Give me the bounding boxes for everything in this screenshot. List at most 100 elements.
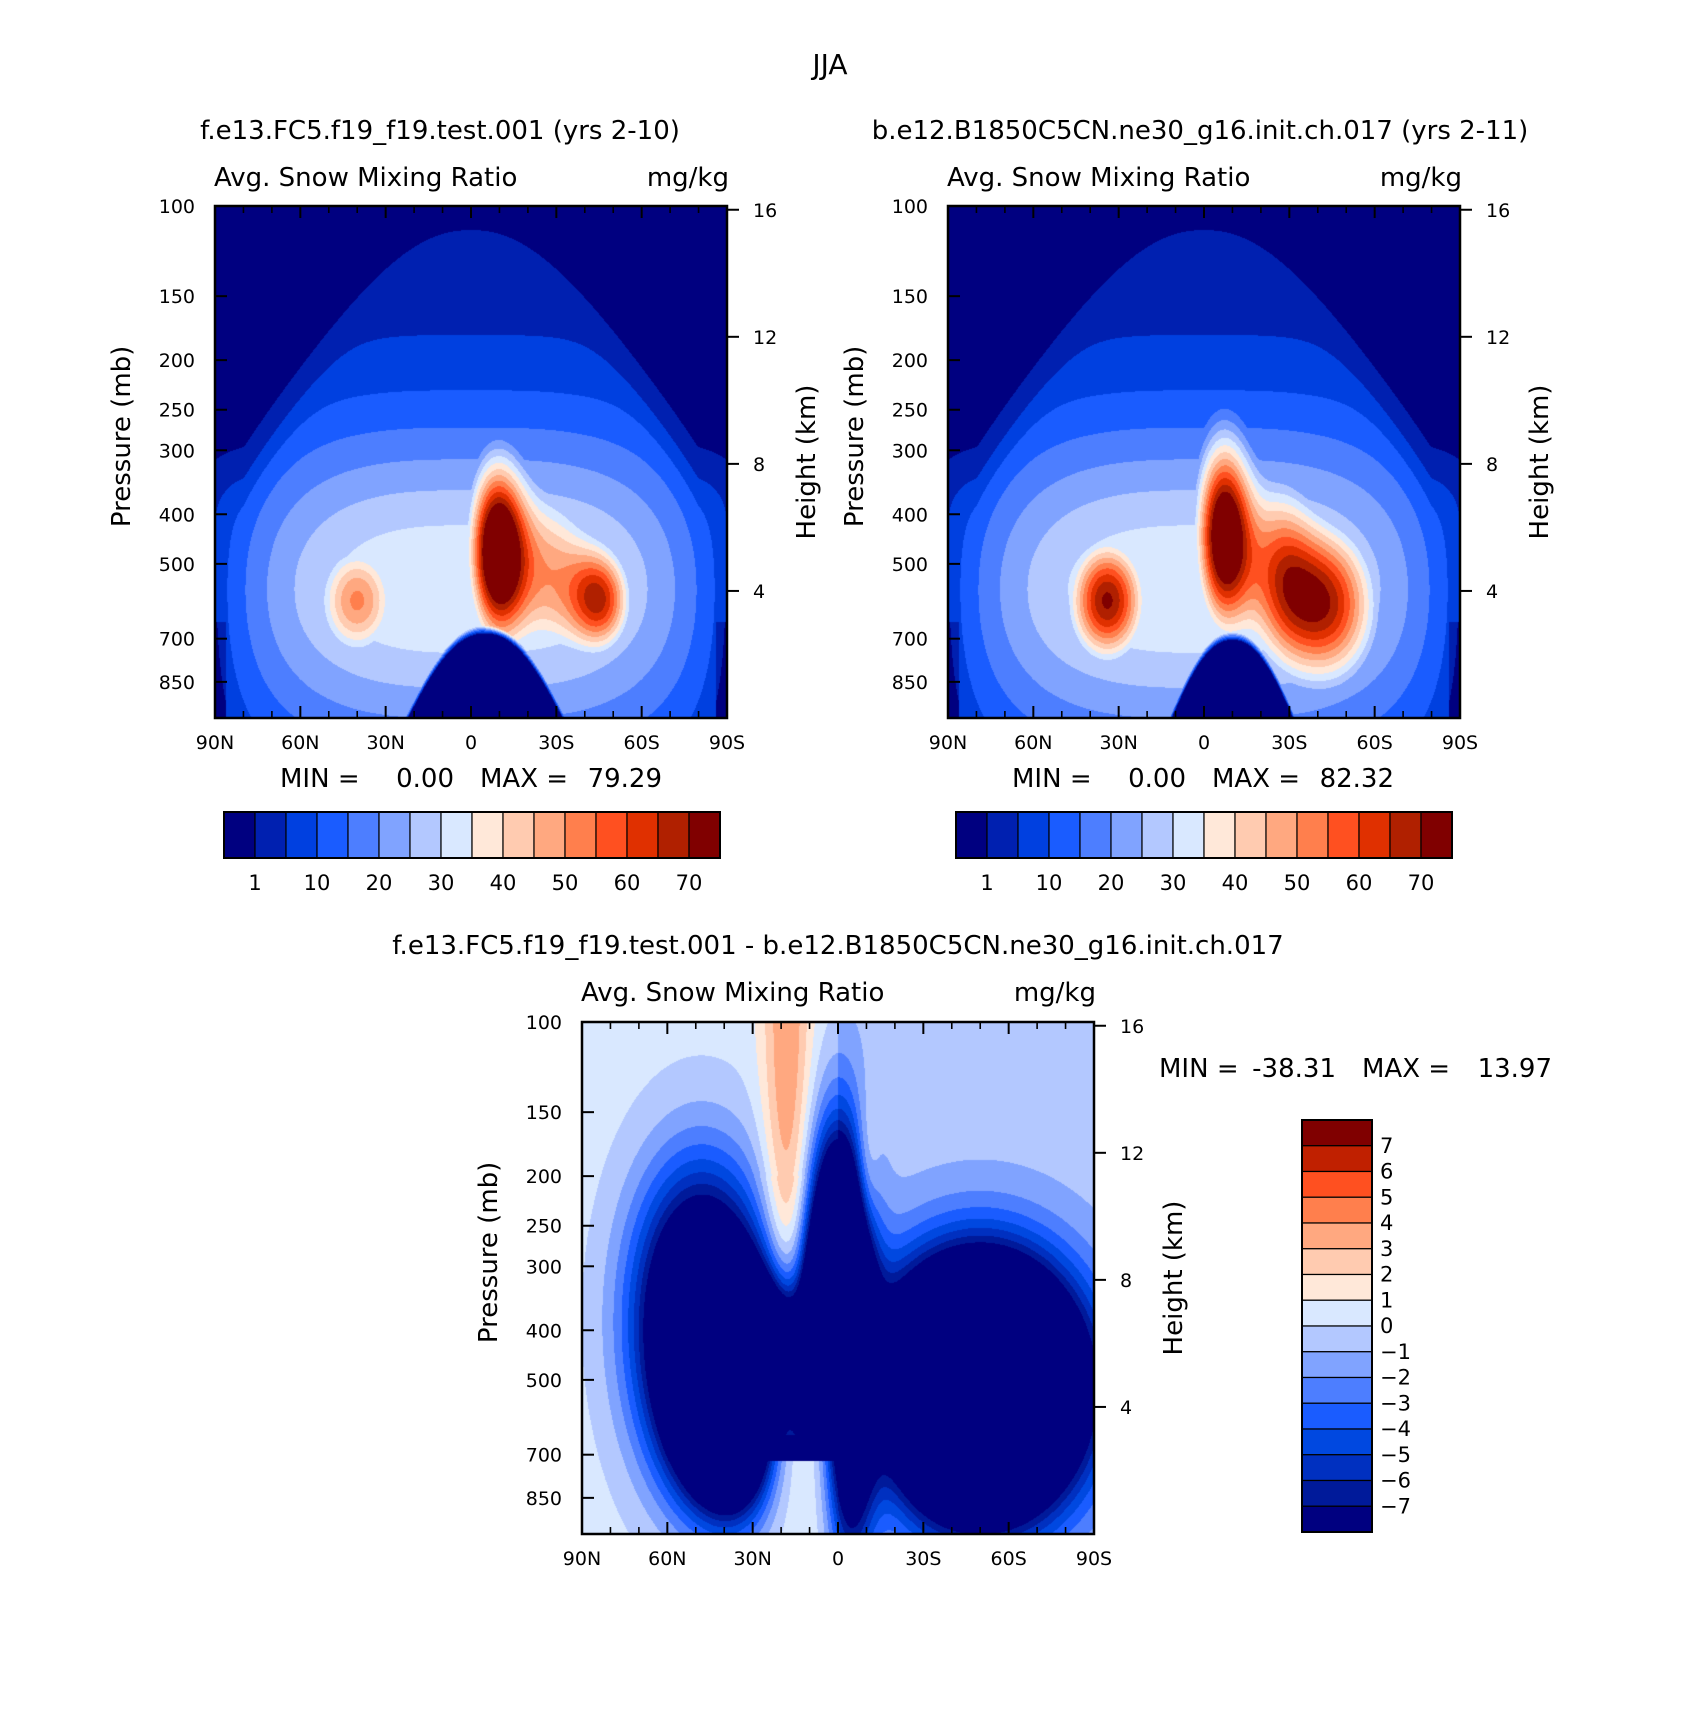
colorbar-swatch — [1301, 1479, 1373, 1507]
colorbar-swatch — [1301, 1299, 1373, 1327]
colorbar-label: 40 — [1222, 871, 1249, 895]
pressure-tick-label: 400 — [159, 504, 195, 526]
colorbar-swatch — [1301, 1222, 1373, 1250]
colorbar-swatch — [1079, 811, 1112, 859]
colorbar-label: 10 — [304, 871, 331, 895]
height-tick-label: 4 — [1486, 581, 1498, 603]
x-tick-label: 90S — [1076, 1548, 1112, 1570]
panel-3-max-value: 13.97 — [1478, 1054, 1552, 1084]
x-tick-label: 60S — [624, 732, 660, 754]
colorbar-swatch — [440, 811, 473, 859]
height-tick-label: 12 — [1120, 1143, 1144, 1165]
panel-1-max-label: MAX = — [480, 764, 568, 794]
pressure-tick-label: 300 — [526, 1256, 562, 1278]
colorbar-label: 6 — [1380, 1160, 1393, 1184]
colorbar-swatch — [1203, 811, 1236, 859]
x-tick-label: 90N — [196, 732, 234, 754]
panel-1-case-title: f.e13.FC5.f19_f19.test.001 (yrs 2-10) — [200, 116, 680, 146]
x-tick-label: 30S — [905, 1548, 941, 1570]
colorbar-swatch — [986, 811, 1019, 859]
x-tick-label: 60N — [648, 1548, 686, 1570]
x-tick-label: 0 — [465, 732, 477, 754]
height-tick-label: 12 — [753, 327, 777, 349]
pressure-tick-label: 300 — [159, 440, 195, 462]
x-tick-label: 30N — [1099, 732, 1137, 754]
colorbar-label: 4 — [1380, 1211, 1393, 1235]
pressure-tick-label: 200 — [526, 1166, 562, 1188]
pressure-tick-label: 200 — [159, 350, 195, 372]
panel-3-case-title: f.e13.FC5.f19_f19.test.001 - b.e12.B1850… — [392, 931, 1283, 961]
height-tick-label: 8 — [753, 454, 765, 476]
colorbar-label: −2 — [1380, 1366, 1411, 1390]
x-tick-label: 60N — [281, 732, 319, 754]
colorbar-swatch — [1301, 1248, 1373, 1276]
colorbar-swatch — [316, 811, 349, 859]
colorbar-swatch — [595, 811, 628, 859]
colorbar-label: 1 — [1380, 1288, 1393, 1312]
height-tick-label: 16 — [1486, 200, 1510, 222]
panel-3: f.e13.FC5.f19_f19.test.001 - b.e12.B1850… — [392, 931, 1552, 1570]
panel-1-colorbar: 1 10 20 30 40 50 60 70 — [223, 811, 721, 895]
colorbar-swatch — [626, 811, 659, 859]
colorbar-swatch — [688, 811, 721, 859]
y2-axis-label: Height (km) — [1525, 385, 1555, 540]
x-tick-label: 90S — [1442, 732, 1478, 754]
colorbar-swatch — [502, 811, 535, 859]
y-axis-label: Pressure (mb) — [474, 1162, 504, 1343]
colorbar-swatch — [657, 811, 690, 859]
height-tick-label: 12 — [1486, 327, 1510, 349]
pressure-tick-label: 850 — [892, 672, 928, 694]
panel-1-variable-label: Avg. Snow Mixing Ratio — [214, 163, 517, 193]
panel-1-axes: 90N 60N 30N 0 30S 60S 90S 100 150 200 250 300 400 500… — [107, 196, 822, 754]
colorbar-label: −1 — [1380, 1340, 1411, 1364]
panel-3-plot-area — [582, 1022, 1094, 1534]
panel-2-axes: 90N 60N 30N 0 30S 60S 90S 100 150 200 250 300 400 500… — [840, 196, 1555, 754]
colorbar-frame — [1301, 1119, 1373, 1533]
x-tick-label: 30N — [366, 732, 404, 754]
colorbar-swatch — [1389, 811, 1422, 859]
height-tick-label: 4 — [753, 581, 765, 603]
colorbar-swatch — [1327, 811, 1360, 859]
pressure-tick-label: 500 — [892, 554, 928, 576]
colorbar-swatch — [1048, 811, 1081, 859]
panel-3-axes: 90N 60N 30N 0 30S 60S 90S 100 150 200 250 300 400 500… — [474, 1012, 1189, 1570]
colorbar-label: 1 — [248, 871, 261, 895]
colorbar-swatch — [1296, 811, 1329, 859]
x-tick-label: 60S — [1357, 732, 1393, 754]
panel-3-min-label: MIN = — [1159, 1054, 1239, 1084]
pressure-tick-label: 300 — [892, 440, 928, 462]
colorbar-swatch — [1301, 1376, 1373, 1404]
y-axis-label: Pressure (mb) — [840, 346, 870, 527]
colorbar-label: −6 — [1380, 1469, 1411, 1493]
pressure-tick-label: 100 — [892, 196, 928, 218]
pressure-tick-label: 700 — [892, 629, 928, 651]
panel-2: b.e12.B1850C5CN.ne30_g16.init.ch.017 (yr… — [840, 116, 1555, 895]
panel-2-min-value: 0.00 — [1128, 764, 1186, 794]
colorbar-frame — [223, 811, 721, 859]
colorbar-label: 30 — [1160, 871, 1187, 895]
colorbar-label: 40 — [490, 871, 517, 895]
colorbar-swatch — [1301, 1454, 1373, 1482]
pressure-tick-label: 250 — [159, 400, 195, 422]
panel-1-min-value: 0.00 — [396, 764, 454, 794]
panel-1-max-value: 79.29 — [588, 764, 662, 794]
colorbar-swatch — [1141, 811, 1174, 859]
height-tick-label: 4 — [1120, 1397, 1132, 1419]
colorbar-swatch — [1301, 1351, 1373, 1379]
panel-3-units-label: mg/kg — [1014, 978, 1096, 1008]
colorbar-label: 20 — [1098, 871, 1125, 895]
colorbar-swatch — [1301, 1196, 1373, 1224]
pressure-tick-label: 200 — [892, 350, 928, 372]
pressure-tick-label: 500 — [159, 554, 195, 576]
colorbar-label: −7 — [1380, 1494, 1411, 1518]
colorbar-swatch — [1017, 811, 1050, 859]
y-axis-label: Pressure (mb) — [107, 346, 137, 527]
colorbar-swatch — [1301, 1505, 1373, 1533]
colorbar-label: 60 — [1346, 871, 1373, 895]
colorbar-label: 50 — [1284, 871, 1311, 895]
panel-2-contour-field — [948, 206, 1460, 718]
colorbar-swatch — [1301, 1402, 1373, 1430]
panel-1-contour-field — [215, 206, 727, 718]
height-tick-label: 8 — [1120, 1270, 1132, 1292]
colorbar-label: 10 — [1036, 871, 1063, 895]
